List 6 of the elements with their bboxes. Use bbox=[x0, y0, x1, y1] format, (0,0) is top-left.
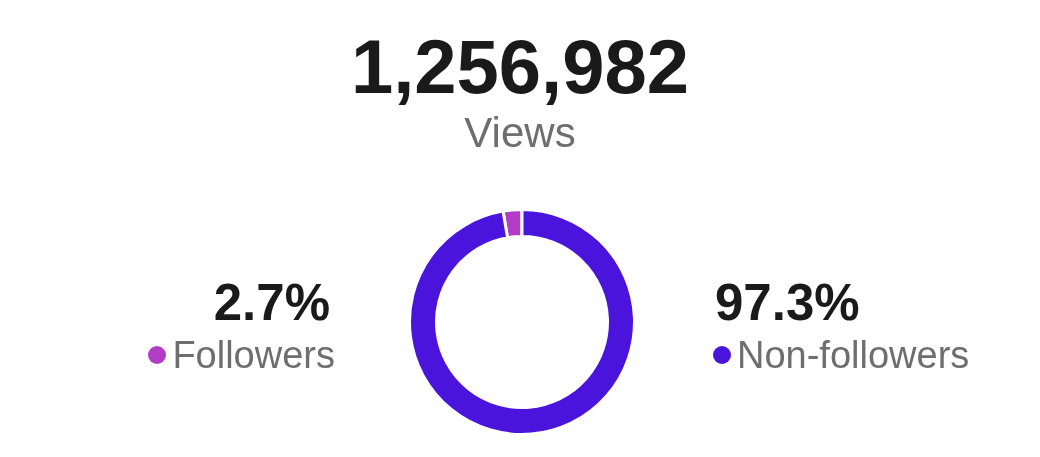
legend-label: Non-followers bbox=[737, 334, 970, 376]
chart-title: 1,256,982 bbox=[349, 24, 691, 109]
data-label: 97.3% bbox=[714, 274, 860, 331]
data-label: 2.7% bbox=[213, 274, 331, 331]
chart-subtitle: Views bbox=[463, 109, 577, 156]
legend-label: Followers bbox=[172, 334, 335, 376]
